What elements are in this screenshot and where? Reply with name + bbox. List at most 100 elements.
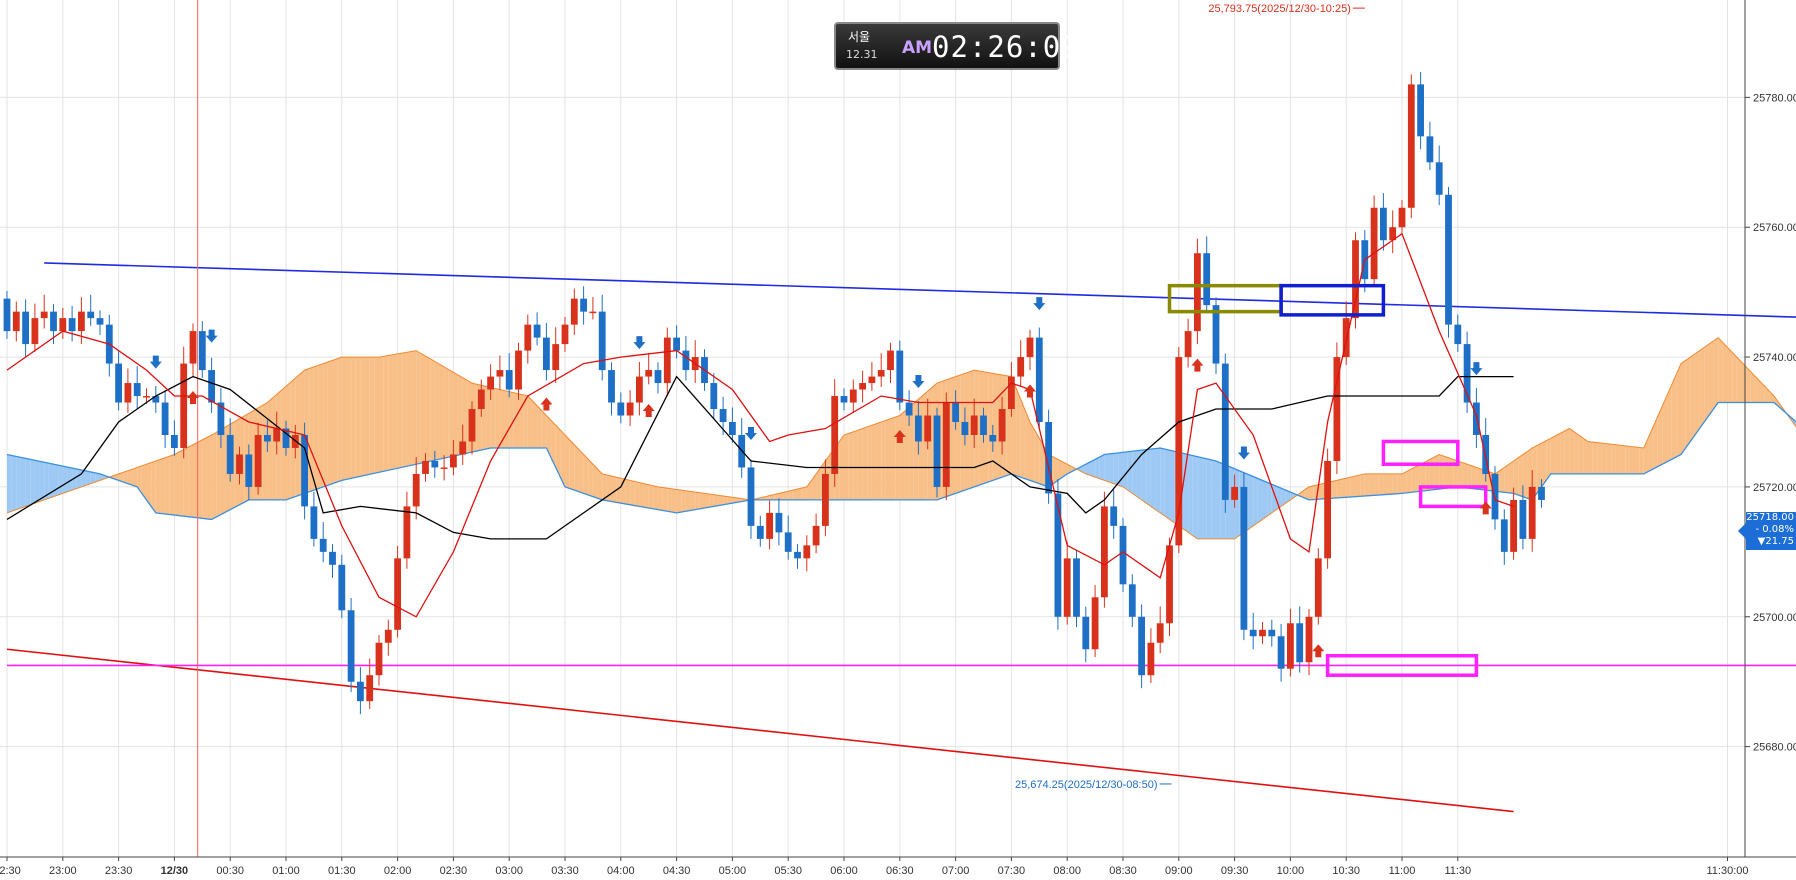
cloud-segment <box>537 405 542 448</box>
candle <box>1082 606 1090 663</box>
highlight-box <box>1418 485 1488 509</box>
candle-body <box>124 383 132 403</box>
buy-arrow-icon <box>540 397 553 411</box>
cloud-segment <box>513 392 519 448</box>
cloud-segment <box>132 467 138 487</box>
candle <box>1277 623 1285 682</box>
candle-body <box>747 467 755 526</box>
candle-body <box>533 324 541 338</box>
candles <box>3 72 1545 715</box>
candle-body <box>1231 486 1238 500</box>
candle-body <box>663 337 671 384</box>
x-tick-label: 03:30 <box>551 865 579 877</box>
cloud-segment <box>704 493 710 509</box>
current-price-tag: 25718.00 - 0.08% ▼21.75 <box>1738 512 1796 550</box>
extreme-label: 25,793.75(2025/12/30-10:25) <box>1208 3 1351 15</box>
candle-body <box>710 383 718 410</box>
candle <box>12 301 20 342</box>
candle <box>1156 606 1164 654</box>
y-tick-label: 25760.00 <box>1753 222 1796 234</box>
cloud-segment <box>1634 446 1640 474</box>
clock-city: 서울 <box>848 30 871 44</box>
candle <box>794 544 801 569</box>
candle <box>822 459 829 537</box>
candle-body <box>236 454 243 474</box>
candle-body <box>1389 227 1397 241</box>
cloud-segment <box>416 350 421 465</box>
cloud-segment <box>1034 430 1040 484</box>
x-tick-label: 07:30 <box>998 865 1026 877</box>
candle-body <box>952 402 959 423</box>
candle <box>636 361 643 416</box>
sell-arrow-icon <box>1470 362 1483 376</box>
cloud-segment <box>179 449 184 517</box>
candle-body <box>59 318 67 332</box>
candle-body <box>552 344 560 371</box>
cloud-segment <box>1508 460 1514 494</box>
cloud-segment <box>1090 459 1096 478</box>
cloud-segment <box>690 491 696 511</box>
candle-body <box>970 415 978 435</box>
cloud-segment <box>546 415 552 458</box>
cloud-segment <box>778 492 784 500</box>
candle <box>1314 548 1322 625</box>
cloud-segment <box>90 471 96 484</box>
candle-body <box>543 337 550 371</box>
candle-body <box>357 681 364 702</box>
candle-body <box>924 415 932 442</box>
candle <box>645 353 653 385</box>
candle <box>1054 478 1062 630</box>
cloud-segment <box>318 363 324 489</box>
candle-body <box>1054 493 1062 617</box>
cloud-segment <box>420 353 426 464</box>
candle-body <box>440 467 448 469</box>
candle <box>1138 604 1145 689</box>
candle-body <box>496 370 504 377</box>
candle-body <box>1463 344 1471 403</box>
cloud-segment <box>262 402 268 500</box>
trendline-lower <box>6 648 1514 813</box>
candle <box>1398 199 1406 236</box>
cloud-segment <box>1518 454 1523 497</box>
candle-body <box>1008 376 1015 410</box>
cloud-segment <box>327 360 333 486</box>
candle <box>440 455 448 481</box>
cloud-segment <box>1104 453 1110 483</box>
candle <box>710 372 718 420</box>
candle <box>412 457 420 520</box>
candle <box>1240 472 1248 641</box>
candle-body <box>1026 337 1034 358</box>
cloud-segment <box>1513 457 1519 496</box>
cloud-segment <box>1016 387 1021 478</box>
candle-body <box>375 642 383 676</box>
cloud-segment <box>1146 449 1151 507</box>
cloud-segment <box>644 483 649 509</box>
cloud-segment <box>388 354 393 471</box>
candle <box>1249 612 1257 650</box>
candle-body <box>1184 331 1192 358</box>
x-tick-label: 01:00 <box>272 865 300 877</box>
cloud-segment <box>592 464 598 499</box>
candle <box>422 453 429 482</box>
candle-body <box>1324 460 1331 559</box>
cloud-segment <box>988 372 993 483</box>
cloud-segment <box>718 495 724 506</box>
cloud-segment <box>899 411 905 500</box>
highlight-box <box>1279 283 1386 317</box>
candle-body <box>217 402 225 435</box>
candle <box>924 398 932 450</box>
candle-body <box>1473 402 1480 435</box>
candle-body <box>1352 240 1359 319</box>
cloud-segment <box>671 488 677 513</box>
cloud-segment <box>713 494 719 507</box>
candle-body <box>22 311 29 345</box>
cloud-segment <box>392 353 398 470</box>
cloud-segment <box>309 366 314 492</box>
cloud-segment <box>39 461 45 502</box>
candle <box>533 312 541 346</box>
candle-body <box>468 409 476 442</box>
candle-body <box>682 350 690 371</box>
cloud-segment <box>30 459 35 505</box>
candle-body <box>905 402 913 416</box>
